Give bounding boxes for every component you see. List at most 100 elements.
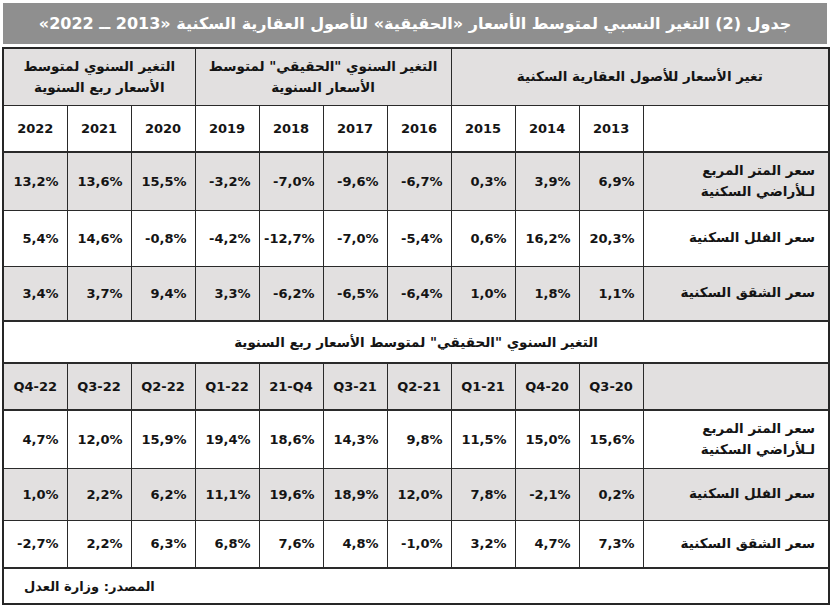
value-cell: 12,0% xyxy=(67,410,131,468)
value-cell: -4,2% xyxy=(195,210,259,266)
quarter-header-cell: Q2-21 xyxy=(387,363,451,410)
value-cell: 2,2% xyxy=(67,520,131,568)
value-cell: 1,8% xyxy=(515,266,579,321)
value-cell: 19,6% xyxy=(259,468,323,520)
value-cell: 6,8% xyxy=(195,520,259,568)
value-cell: 0,2% xyxy=(579,468,643,520)
table-row: سعر الشقق السكنية 1,1% 1,8% 1,0% -6,4% -… xyxy=(3,266,829,321)
row-label-cell: سعر الشقق السكنية xyxy=(643,520,829,568)
value-cell: 20,3% xyxy=(579,210,643,266)
value-cell: 4,7% xyxy=(515,520,579,568)
quarter-header-cell: Q4-20 xyxy=(515,363,579,410)
row-label-cell: سعر الشقق السكنية xyxy=(643,266,829,321)
quarter-header-cell: Q1-22 xyxy=(195,363,259,410)
value-cell: 3,2% xyxy=(451,520,515,568)
value-cell: 18,9% xyxy=(323,468,387,520)
group-header-row: تغير الأسعار للأصول العقارية السكنية الت… xyxy=(3,48,829,105)
quarter-header-cell: Q3-22 xyxy=(67,363,131,410)
value-cell: 15,5% xyxy=(131,152,195,210)
years-header-row: 2013 2014 2015 2016 2017 2018 2019 2020 … xyxy=(3,105,829,152)
table-row: سعر المتر المربع لـلأراضي السكنية 15,6% … xyxy=(3,410,829,468)
value-cell: -6,5% xyxy=(323,266,387,321)
value-cell: 3,3% xyxy=(195,266,259,321)
row-label-cell: سعر المتر المربع لـلأراضي السكنية xyxy=(643,410,829,468)
value-cell: -7,0% xyxy=(323,210,387,266)
value-cell: -6,7% xyxy=(387,152,451,210)
year-header-cell: 2021 xyxy=(67,105,131,152)
value-cell: 13,2% xyxy=(3,152,67,210)
value-cell: 5,4% xyxy=(3,210,67,266)
value-cell: -2,7% xyxy=(3,520,67,568)
quarter-header-cell: Q1-21 xyxy=(451,363,515,410)
value-cell: 19,4% xyxy=(195,410,259,468)
source-note: المصدر: وزارة العدل xyxy=(3,568,829,604)
table-title: جدول (2) التغير النسبي لمتوسط الأسعار «ا… xyxy=(3,3,827,44)
group-header-quarterly-avg: التغير السنوي لمتوسط الأسعار ربع السنوية xyxy=(3,48,195,105)
value-cell: 14,6% xyxy=(67,210,131,266)
value-cell: -7,0% xyxy=(259,152,323,210)
quarter-header-cell: Q2-22 xyxy=(131,363,195,410)
quarter-header-cell: Q3-21 xyxy=(323,363,387,410)
value-cell: -12,7% xyxy=(259,210,323,266)
value-cell: 7,3% xyxy=(579,520,643,568)
value-cell: 12,0% xyxy=(387,468,451,520)
quarters-header-row: Q3-20 Q4-20 Q1-21 Q2-21 Q3-21 21-Q4 Q1-2… xyxy=(3,363,829,410)
value-cell: 0,3% xyxy=(451,152,515,210)
year-header-cell: 2019 xyxy=(195,105,259,152)
row-label-cell: سعر المتر المربع لـلأراضي السكنية xyxy=(643,152,829,210)
value-cell: 1,0% xyxy=(451,266,515,321)
quarterly-section-title: التغير السنوي "الحقيقي" لمتوسط الأسعار ر… xyxy=(3,321,829,363)
year-header-cell: 2022 xyxy=(3,105,67,152)
real-estate-price-change-table: تغير الأسعار للأصول العقارية السكنية الت… xyxy=(2,47,830,605)
value-cell: 1,1% xyxy=(579,266,643,321)
quarter-header-cell: Q4-22 xyxy=(3,363,67,410)
row-label-cell: سعر الفلل السكنية xyxy=(643,210,829,266)
value-cell: 3,7% xyxy=(67,266,131,321)
value-cell: 6,3% xyxy=(131,520,195,568)
value-cell: 9,8% xyxy=(387,410,451,468)
corner-cell xyxy=(643,105,829,152)
footer-row: المصدر: وزارة العدل xyxy=(3,568,829,604)
year-header-cell: 2014 xyxy=(515,105,579,152)
quarterly-section-title-row: التغير السنوي "الحقيقي" لمتوسط الأسعار ر… xyxy=(3,321,829,363)
value-cell: 3,9% xyxy=(515,152,579,210)
year-header-cell: 2016 xyxy=(387,105,451,152)
value-cell: 9,4% xyxy=(131,266,195,321)
year-header-cell: 2018 xyxy=(259,105,323,152)
value-cell: 0,6% xyxy=(451,210,515,266)
value-cell: -2,1% xyxy=(515,468,579,520)
corner-cell xyxy=(643,363,829,410)
value-cell: 16,2% xyxy=(515,210,579,266)
value-cell: 3,4% xyxy=(3,266,67,321)
value-cell: -5,4% xyxy=(387,210,451,266)
value-cell: 15,9% xyxy=(131,410,195,468)
value-cell: 1,0% xyxy=(3,468,67,520)
value-cell: 18,6% xyxy=(259,410,323,468)
value-cell: -1,0% xyxy=(387,520,451,568)
value-cell: 6,9% xyxy=(579,152,643,210)
year-header-cell: 2013 xyxy=(579,105,643,152)
value-cell: 15,0% xyxy=(515,410,579,468)
table-row: سعر الشقق السكنية 7,3% 4,7% 3,2% -1,0% 4… xyxy=(3,520,829,568)
table-row: سعر الفلل السكنية 0,2% -2,1% 7,8% 12,0% … xyxy=(3,468,829,520)
value-cell: -3,2% xyxy=(195,152,259,210)
group-header-assets: تغير الأسعار للأصول العقارية السكنية xyxy=(451,48,829,105)
row-label-cell: سعر الفلل السكنية xyxy=(643,468,829,520)
quarter-header-cell: 21-Q4 xyxy=(259,363,323,410)
year-header-cell: 2017 xyxy=(323,105,387,152)
value-cell: 4,7% xyxy=(3,410,67,468)
group-header-real-annual: التغير السنوي "الحقيقي" لمتوسط الأسعار ا… xyxy=(195,48,451,105)
value-cell: 6,2% xyxy=(131,468,195,520)
table-row: سعر المتر المربع لـلأراضي السكنية 6,9% 3… xyxy=(3,152,829,210)
value-cell: -6,2% xyxy=(259,266,323,321)
value-cell: 11,5% xyxy=(451,410,515,468)
table-row: سعر الفلل السكنية 20,3% 16,2% 0,6% -5,4%… xyxy=(3,210,829,266)
value-cell: 7,6% xyxy=(259,520,323,568)
value-cell: 15,6% xyxy=(579,410,643,468)
value-cell: 2,2% xyxy=(67,468,131,520)
value-cell: 14,3% xyxy=(323,410,387,468)
value-cell: -6,4% xyxy=(387,266,451,321)
year-header-cell: 2020 xyxy=(131,105,195,152)
quarter-header-cell: Q3-20 xyxy=(579,363,643,410)
value-cell: 4,8% xyxy=(323,520,387,568)
